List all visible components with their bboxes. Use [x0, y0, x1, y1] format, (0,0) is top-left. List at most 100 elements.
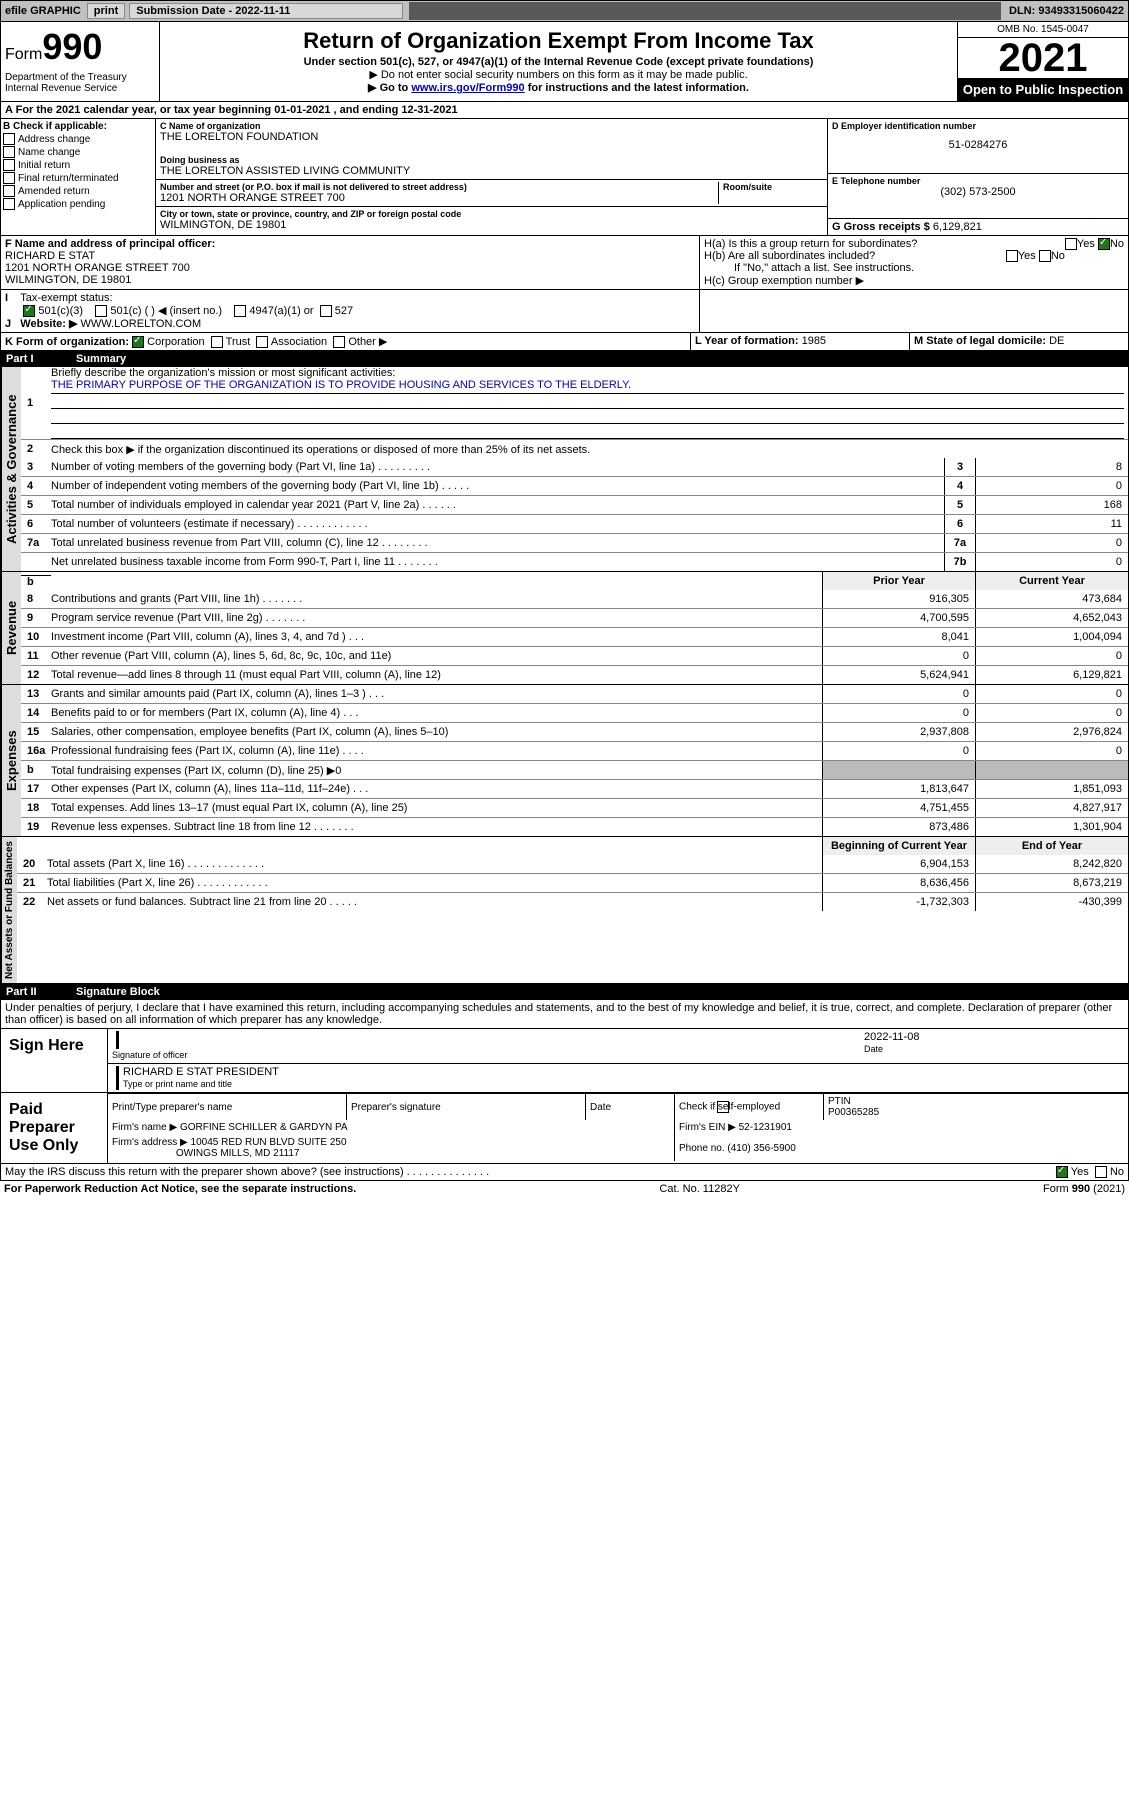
hb-no[interactable] [1039, 250, 1051, 262]
ha-yes[interactable] [1065, 238, 1077, 250]
print-button[interactable]: print [87, 3, 125, 19]
part1-title: Summary [76, 353, 126, 365]
chk-pending[interactable]: Application pending [3, 198, 153, 210]
officer-addr1: 1201 NORTH ORANGE STREET 700 [5, 262, 190, 274]
ein-label: D Employer identification number [832, 121, 976, 131]
chk-501c[interactable] [95, 305, 107, 317]
summary-line: 10Investment income (Part VIII, column (… [21, 627, 1128, 646]
form-title: Return of Organization Exempt From Incom… [164, 28, 953, 54]
efile-label: efile GRAPHIC [1, 5, 85, 17]
org-name: THE LORELTON FOUNDATION [160, 131, 823, 143]
chk-assoc[interactable] [256, 336, 268, 348]
mission-text: THE PRIMARY PURPOSE OF THE ORGANIZATION … [51, 379, 1124, 394]
chk-amended[interactable]: Amended return [3, 185, 153, 197]
chk-527[interactable] [320, 305, 332, 317]
tax-year: 2021 [958, 38, 1128, 78]
form-id-box: Form990 Department of the Treasury Inter… [1, 22, 160, 101]
i-label: Tax-exempt status: [20, 292, 112, 304]
summary-line: 4Number of independent voting members of… [21, 476, 1128, 495]
prep-sig-hdr: Preparer's signature [347, 1094, 586, 1121]
form-header: Form990 Department of the Treasury Inter… [0, 22, 1129, 102]
year-formation: 1985 [802, 335, 826, 347]
b-label: B Check if applicable: [3, 121, 107, 132]
firm-addr1: 10045 RED RUN BLVD SUITE 250 [191, 1137, 347, 1148]
preparer-table: Print/Type preparer's name Preparer's si… [108, 1093, 1128, 1161]
sign-here-block: Sign Here Signature of officer 2022-11-0… [0, 1029, 1129, 1093]
footer-right: Form 990 (2021) [1043, 1183, 1125, 1195]
form-number: Form990 [5, 26, 155, 68]
org-name-cell: C Name of organization THE LORELTON FOUN… [156, 119, 827, 180]
summary-line: 3Number of voting members of the governi… [21, 458, 1128, 476]
line-2: 2 Check this box ▶ if the organization d… [21, 439, 1128, 458]
discuss-no[interactable] [1095, 1166, 1107, 1178]
officer-name-title: RICHARD E STAT PRESIDENT [123, 1066, 279, 1078]
chk-corp[interactable] [132, 336, 144, 348]
city-cell: City or town, state or province, country… [156, 207, 827, 233]
ha-row: H(a) Is this a group return for subordin… [704, 238, 1124, 250]
firm-phone-row: Phone no. (410) 356-5900 [675, 1135, 1129, 1161]
firm-addr-row: Firm's address ▶ 10045 RED RUN BLVD SUIT… [108, 1135, 675, 1161]
mission-blank2 [51, 409, 1124, 424]
chk-other[interactable] [333, 336, 345, 348]
chk-trust[interactable] [211, 336, 223, 348]
gross-cell: G Gross receipts $ 6,129,821 [828, 219, 1128, 235]
footer-mid: Cat. No. 11282Y [659, 1183, 740, 1195]
chk-address[interactable]: Address change [3, 133, 153, 145]
summary-line: 6Total number of volunteers (estimate if… [21, 514, 1128, 533]
paid-preparer-block: Paid Preparer Use Only Print/Type prepar… [0, 1093, 1129, 1164]
section-f: F Name and address of principal officer:… [1, 236, 699, 289]
hb-row: H(b) Are all subordinates included? Yes … [704, 250, 1124, 262]
firm-ein-row: Firm's EIN ▶ 52-1231901 [675, 1120, 1129, 1135]
firm-phone: (410) 356-5900 [727, 1143, 795, 1154]
chk-4947[interactable] [234, 305, 246, 317]
irs-link[interactable]: www.irs.gov/Form990 [411, 82, 524, 94]
city-label: City or town, state or province, country… [160, 209, 823, 219]
vert-expenses: Expenses [1, 685, 21, 836]
ptin-cell: PTINP00365285 [824, 1094, 1129, 1121]
hb-yes[interactable] [1006, 250, 1018, 262]
fh-row: F Name and address of principal officer:… [0, 236, 1129, 290]
expenses-section: Expenses 13Grants and similar amounts pa… [0, 685, 1129, 837]
note-ssn: ▶ Do not enter social security numbers o… [164, 68, 953, 81]
firm-addr2: OWINGS MILLS, MD 21117 [176, 1148, 300, 1159]
summary-line: 20Total assets (Part X, line 16) . . . .… [17, 855, 1128, 873]
sig-date-label: Date [864, 1044, 883, 1054]
dba-label: Doing business as [160, 155, 823, 165]
vert-revenue: Revenue [1, 572, 21, 684]
mission-blank1 [51, 394, 1124, 409]
line-l: L Year of formation: 1985 [690, 333, 909, 350]
pt-name-hdr: Print/Type preparer's name [108, 1094, 347, 1121]
chk-final[interactable]: Final return/terminated [3, 172, 153, 184]
vert-net: Net Assets or Fund Balances [1, 837, 17, 983]
discuss-yes[interactable] [1056, 1166, 1068, 1178]
street-cell: Number and street (or P.O. box if mail i… [156, 180, 827, 207]
hb-note: If "No," attach a list. See instructions… [704, 262, 1124, 274]
summary-line: 19Revenue less expenses. Subtract line 1… [21, 817, 1128, 836]
form-title-box: Return of Organization Exempt From Incom… [160, 22, 957, 101]
chk-initial[interactable]: Initial return [3, 159, 153, 171]
governance-section: Activities & Governance 1 Briefly descri… [0, 367, 1129, 572]
goto-post: for instructions and the latest informat… [525, 82, 749, 94]
prep-date-hdr: Date [586, 1094, 675, 1121]
k-label: K Form of organization: [5, 336, 129, 348]
net-assets-section: Net Assets or Fund Balances Beginning of… [0, 837, 1129, 984]
chk-name[interactable]: Name change [3, 146, 153, 158]
f-label: F Name and address of principal officer: [5, 238, 215, 250]
ha-no[interactable] [1098, 238, 1110, 250]
dept-treasury: Department of the Treasury Internal Reve… [5, 72, 155, 94]
dln-label: DLN: 93493315060422 [1005, 5, 1128, 17]
l-label: L Year of formation: [695, 335, 799, 347]
chk-501c3[interactable] [23, 305, 35, 317]
form-prefix: Form [5, 46, 42, 63]
room-label: Room/suite [723, 182, 823, 192]
sig-officer-label: Signature of officer [112, 1050, 187, 1060]
goto-pre: ▶ Go to [368, 82, 411, 94]
chk-self-employed[interactable] [717, 1101, 729, 1113]
line-a-text: For the 2021 calendar year, or tax year … [16, 104, 458, 116]
footer-left: For Paperwork Reduction Act Notice, see … [4, 1183, 356, 1195]
firm-ein: 52-1231901 [739, 1122, 792, 1133]
paid-preparer-label: Paid Preparer Use Only [1, 1093, 108, 1163]
declaration: Under penalties of perjury, I declare th… [0, 1000, 1129, 1029]
summary-line: 8Contributions and grants (Part VIII, li… [21, 590, 1128, 608]
form-subtitle: Under section 501(c), 527, or 4947(a)(1)… [164, 56, 953, 68]
